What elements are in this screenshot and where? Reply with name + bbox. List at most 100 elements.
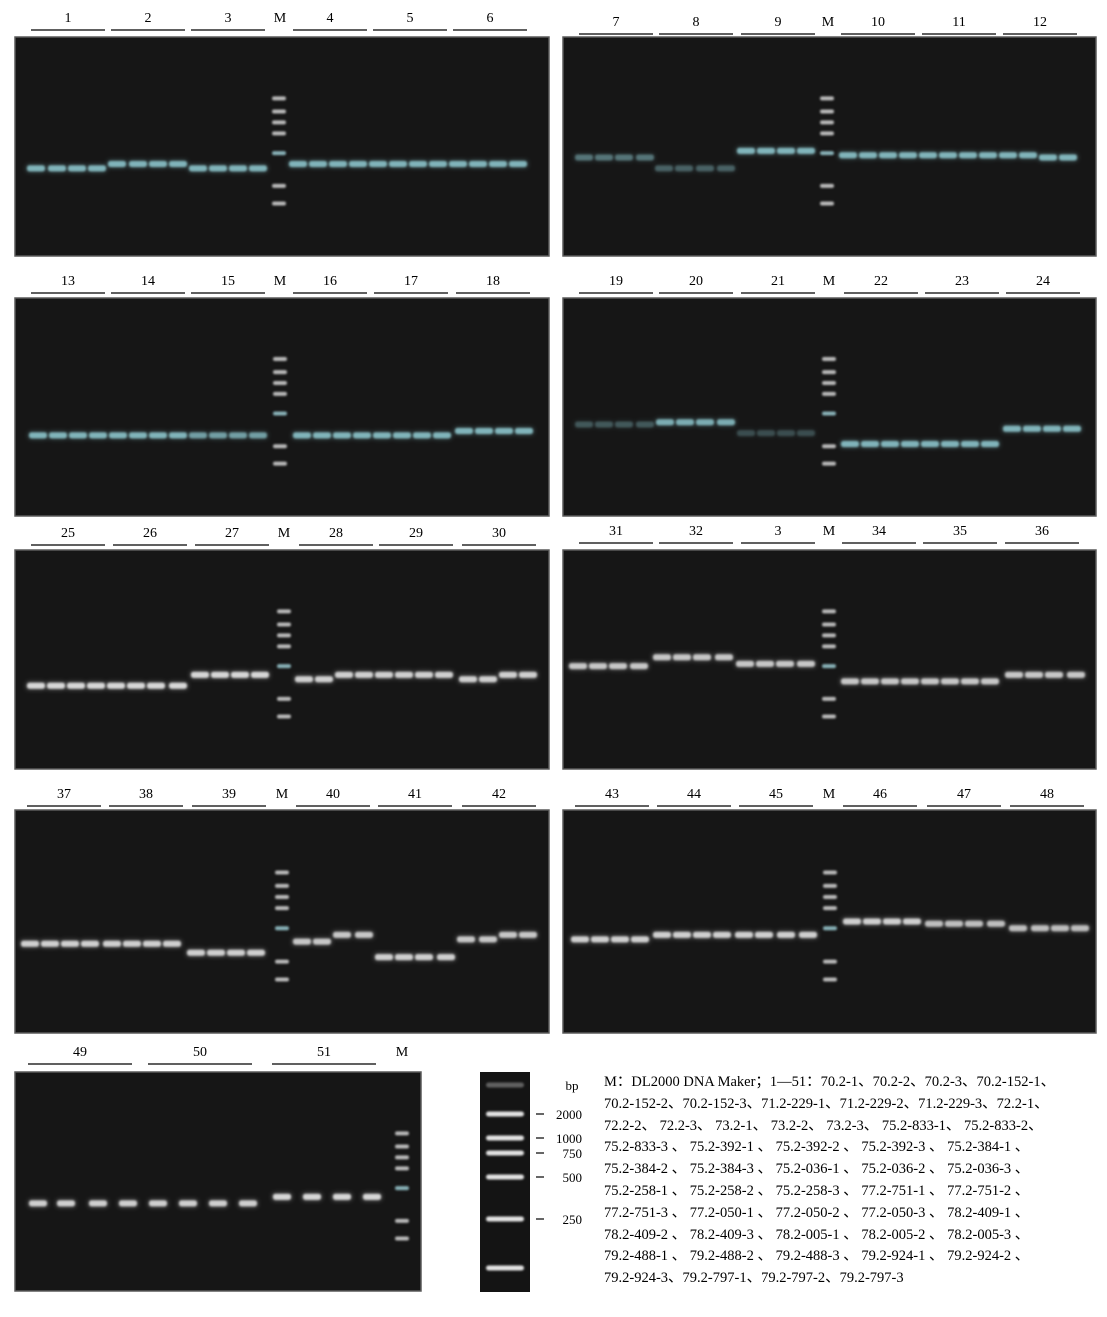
pcr-band bbox=[696, 165, 714, 172]
pcr-band bbox=[987, 920, 1005, 927]
sample-group-label: 17 bbox=[404, 274, 418, 289]
sample-group-label: 30 bbox=[492, 526, 506, 541]
pcr-band bbox=[630, 663, 648, 670]
pcr-band bbox=[1067, 671, 1085, 678]
marker-band bbox=[822, 411, 836, 416]
pcr-band bbox=[495, 427, 513, 434]
pcr-band bbox=[965, 920, 983, 927]
ladder-size-label: 1000 bbox=[556, 1131, 582, 1146]
sample-group-label: 19 bbox=[609, 274, 623, 289]
pcr-band bbox=[903, 918, 921, 925]
figure-legend: M：DL2000 DNA Maker；1—51：70.2-1、70.2-2、70… bbox=[604, 1072, 1104, 1290]
marker-band bbox=[822, 357, 836, 362]
gel-panel: 37 38 39 M 40 41 42 bbox=[14, 787, 550, 1034]
pcr-band bbox=[457, 936, 475, 943]
pcr-band bbox=[437, 954, 455, 961]
pcr-band bbox=[861, 441, 879, 448]
gel-image bbox=[562, 549, 1097, 770]
sample-group-label: 14 bbox=[141, 274, 155, 289]
pcr-band bbox=[595, 421, 613, 428]
pcr-band bbox=[961, 441, 979, 448]
ladder-band bbox=[486, 1135, 524, 1141]
pcr-band bbox=[209, 1200, 227, 1207]
pcr-band bbox=[1025, 671, 1043, 678]
pcr-band bbox=[921, 678, 939, 685]
pcr-band bbox=[29, 1200, 47, 1207]
gel-image bbox=[14, 297, 550, 517]
pcr-band bbox=[335, 671, 353, 678]
sample-group-label: 3 bbox=[225, 11, 232, 26]
pcr-band bbox=[575, 154, 593, 161]
gel-image bbox=[14, 1071, 422, 1292]
pcr-band bbox=[355, 671, 373, 678]
pcr-band bbox=[615, 421, 633, 428]
pcr-band bbox=[107, 682, 125, 689]
pcr-band bbox=[163, 940, 181, 947]
pcr-band bbox=[777, 430, 795, 437]
legend-line: 78.2-409-2 、 78.2-409-3 、 78.2-005-1 、 7… bbox=[604, 1226, 1030, 1243]
sample-group-label: 32 bbox=[689, 524, 703, 539]
marker-band bbox=[395, 1144, 409, 1149]
pcr-band bbox=[1071, 925, 1089, 932]
pcr-band bbox=[329, 161, 347, 168]
pcr-band bbox=[843, 918, 861, 925]
pcr-band bbox=[413, 432, 431, 439]
pcr-band bbox=[861, 678, 879, 685]
pcr-band bbox=[229, 432, 247, 439]
sample-group-label: 13 bbox=[61, 274, 75, 289]
marker-band bbox=[272, 120, 286, 125]
ladder-band bbox=[486, 1111, 524, 1117]
marker-lane-label: M bbox=[274, 274, 287, 289]
sample-group-label: 11 bbox=[952, 15, 965, 30]
marker-band bbox=[822, 696, 836, 701]
sample-group-label: 22 bbox=[874, 274, 888, 289]
marker-band bbox=[272, 96, 286, 101]
legend-line: 75.2-384-2 、 75.2-384-3 、 75.2-036-1 、 7… bbox=[604, 1161, 1030, 1178]
pcr-band bbox=[333, 1193, 351, 1200]
pcr-band bbox=[797, 147, 815, 154]
sample-group-label: 8 bbox=[693, 15, 700, 30]
marker-band bbox=[823, 977, 837, 982]
marker-band bbox=[822, 381, 836, 386]
pcr-band bbox=[653, 931, 671, 938]
pcr-band bbox=[109, 432, 127, 439]
marker-band bbox=[273, 381, 287, 386]
pcr-band bbox=[693, 654, 711, 661]
marker-band bbox=[395, 1218, 409, 1223]
pcr-band bbox=[1005, 671, 1023, 678]
pcr-band bbox=[757, 147, 775, 154]
pcr-band bbox=[717, 165, 735, 172]
pcr-band bbox=[1031, 925, 1049, 932]
pcr-band bbox=[389, 161, 407, 168]
pcr-band bbox=[636, 154, 654, 161]
sample-group-label: 40 bbox=[326, 787, 340, 802]
pcr-band bbox=[899, 152, 917, 159]
sample-group-label: 43 bbox=[605, 787, 619, 802]
pcr-band bbox=[901, 678, 919, 685]
sample-group-label: 18 bbox=[486, 274, 500, 289]
sample-group-label: 21 bbox=[771, 274, 785, 289]
pcr-band bbox=[475, 427, 493, 434]
gel-panel: 31 32 3 M 34 35 36 bbox=[562, 524, 1097, 770]
ladder-size-label: 500 bbox=[563, 1170, 583, 1185]
pcr-band bbox=[1043, 425, 1061, 432]
gel-panel: 49 50 51 M bbox=[14, 1045, 422, 1292]
marker-band bbox=[277, 644, 291, 649]
sample-group-label: 37 bbox=[57, 787, 71, 802]
sample-group-label: 27 bbox=[225, 526, 239, 541]
legend-line: 79.2-488-1 、 79.2-488-2 、 79.2-488-3 、 7… bbox=[604, 1248, 1030, 1265]
gel-panel: 19 20 21 M 22 23 24 bbox=[562, 274, 1097, 517]
ladder-band bbox=[486, 1082, 524, 1088]
pcr-band bbox=[289, 161, 307, 168]
marker-band bbox=[820, 131, 834, 136]
pcr-band bbox=[673, 931, 691, 938]
gel-image bbox=[14, 809, 550, 1034]
pcr-band bbox=[1023, 425, 1041, 432]
pcr-band bbox=[293, 938, 311, 945]
pcr-band bbox=[591, 936, 609, 943]
legend-line: 75.2-833-3 、 75.2-392-1 、 75.2-392-2 、 7… bbox=[604, 1139, 1030, 1156]
pcr-band bbox=[881, 441, 899, 448]
pcr-band bbox=[433, 432, 451, 439]
sample-group-label: 31 bbox=[609, 524, 623, 539]
gel-panel: 7 8 9 M 10 11 12 bbox=[562, 15, 1097, 257]
